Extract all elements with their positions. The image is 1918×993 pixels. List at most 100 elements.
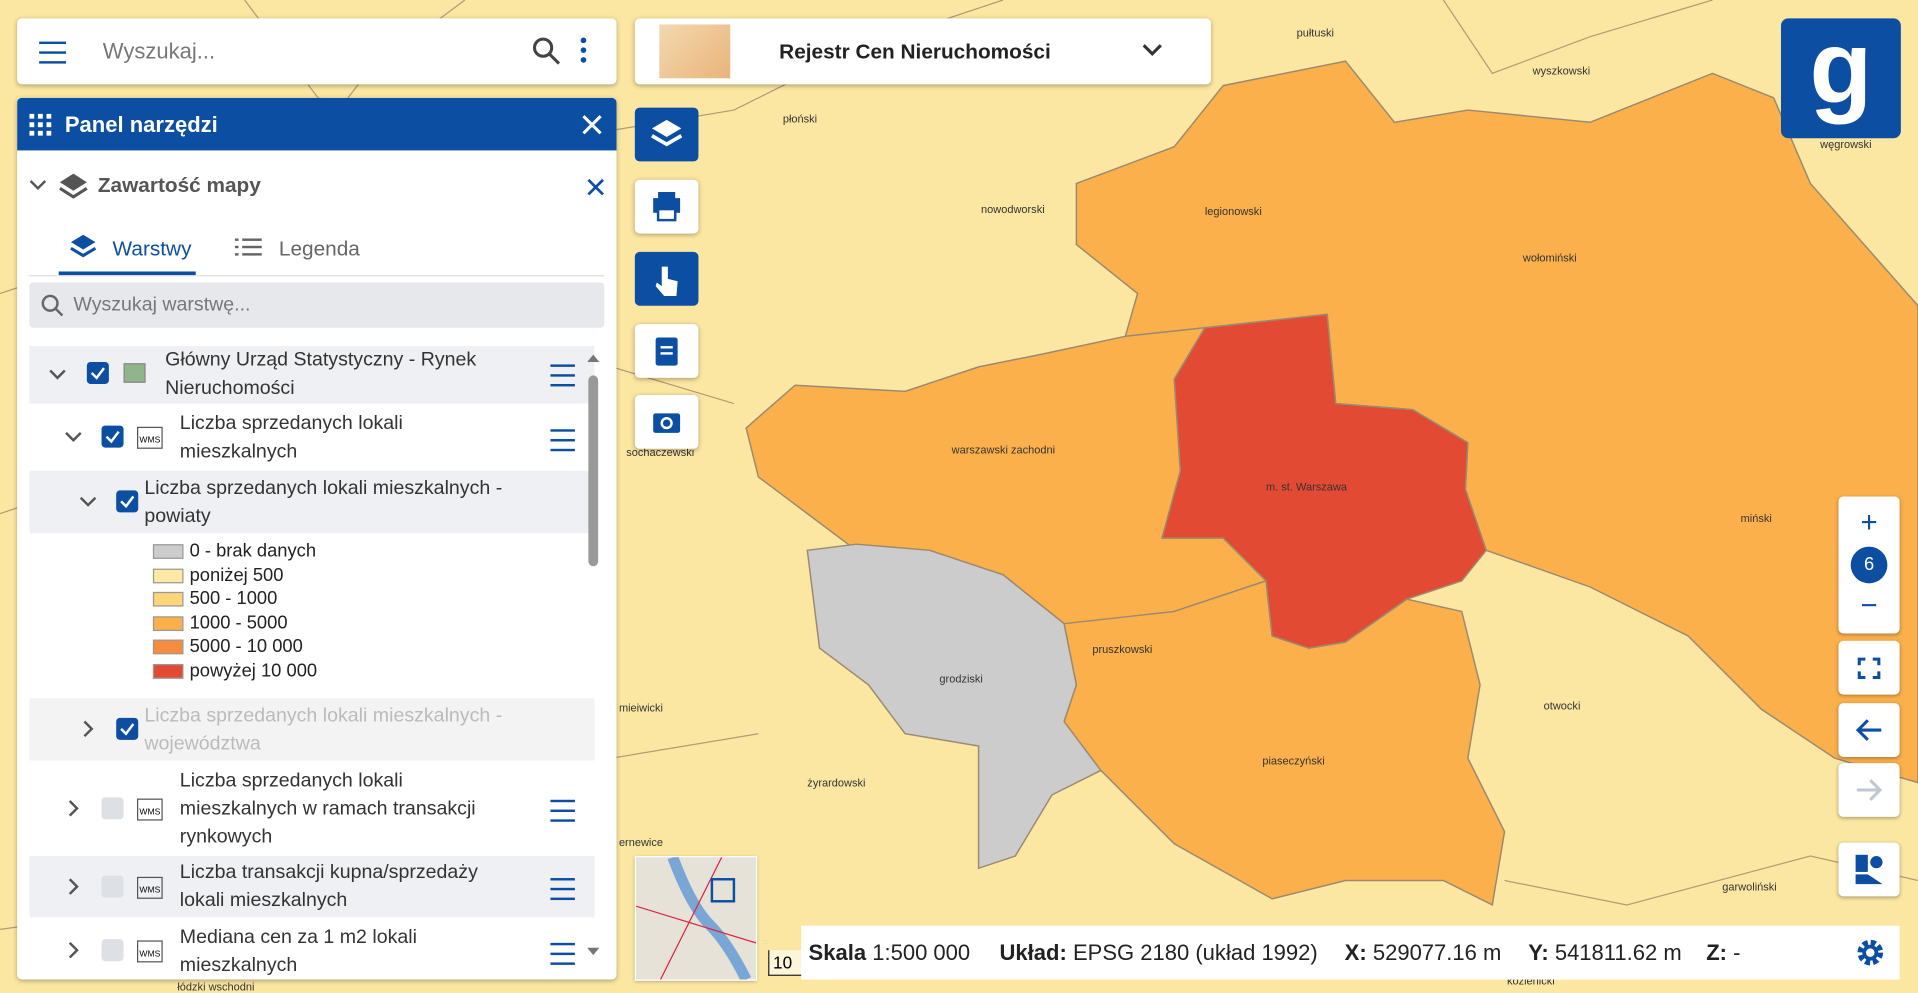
layer-row[interactable]: Liczba sprzedanych lokali mieszkalnych -… bbox=[29, 470, 595, 534]
screenshot-button[interactable] bbox=[634, 394, 699, 449]
back-button[interactable] bbox=[1838, 703, 1900, 757]
minimap[interactable] bbox=[634, 855, 758, 983]
layer-row[interactable]: Liczba sprzedanych lokali mieszkalnych -… bbox=[29, 698, 595, 761]
layer-name: Główny Urząd Statystyczny - Rynek Nieruc… bbox=[165, 349, 477, 399]
app-title: Rejestr Cen Nieruchomości bbox=[779, 40, 1051, 64]
y-value: 541811.62 m bbox=[1554, 939, 1682, 965]
legend-item: powyżej 10 000 bbox=[152, 659, 318, 681]
forward-button[interactable] bbox=[1838, 763, 1900, 817]
layer-row[interactable]: WMS Liczba transakcji kupna/sprzedaży lo… bbox=[29, 856, 595, 918]
panel-header: Panel narzędzi bbox=[17, 97, 617, 151]
z-value: - bbox=[1733, 939, 1741, 965]
search-input[interactable]: Wyszukaj... bbox=[102, 39, 216, 64]
legend-item: 1000 - 5000 bbox=[152, 612, 288, 633]
zoom-in[interactable]: + bbox=[1860, 506, 1878, 540]
layer-search-input[interactable]: Wyszukaj warstwę... bbox=[73, 294, 251, 316]
map-label: wołomiński bbox=[1522, 251, 1577, 265]
logo[interactable]: g bbox=[1780, 16, 1901, 139]
scale-value: 1:500 000 bbox=[872, 939, 971, 965]
map-label: warszawski zachodni bbox=[951, 443, 1056, 457]
x-label: X: bbox=[1344, 939, 1367, 965]
region bbox=[1161, 313, 1488, 649]
map-label: otwocki bbox=[1543, 699, 1581, 712]
layer-name: Liczba sprzedanych lokali mieszkalnych -… bbox=[144, 705, 503, 755]
map-label: ernewice bbox=[618, 836, 664, 849]
print-button[interactable] bbox=[634, 179, 699, 234]
map-label: mieiwicki bbox=[618, 701, 663, 715]
legend-label: 500 - 1000 bbox=[189, 588, 278, 610]
notes-button[interactable] bbox=[634, 324, 699, 378]
basemap-button[interactable] bbox=[1838, 842, 1900, 897]
layer-name: Liczba transakcji kupna/sprzedaży lokali… bbox=[179, 862, 478, 912]
legend-swatch bbox=[152, 639, 184, 655]
menu-button[interactable] bbox=[39, 41, 67, 64]
legend-swatch bbox=[152, 568, 184, 583]
settings-icon[interactable] bbox=[1856, 938, 1885, 967]
panel-title: Panel narzędzi bbox=[64, 112, 218, 137]
fullscreen-button[interactable] bbox=[1838, 640, 1900, 695]
crs-label: Układ: bbox=[999, 939, 1067, 965]
map-label: legionowski bbox=[1204, 205, 1262, 218]
identify-button[interactable] bbox=[634, 251, 699, 306]
close-panel[interactable] bbox=[581, 114, 603, 136]
x-value: 529077.16 m bbox=[1372, 939, 1502, 965]
map-label: płoński bbox=[782, 112, 818, 125]
more-icon[interactable] bbox=[577, 35, 589, 67]
map-label: nowodworski bbox=[981, 203, 1045, 216]
tab-legend[interactable]: Legenda bbox=[278, 237, 360, 261]
layer-search[interactable]: Wyszukaj warstwę... bbox=[29, 282, 605, 328]
section-title: Zawartość mapy bbox=[97, 173, 261, 197]
legend-item: 500 - 1000 bbox=[152, 588, 278, 610]
layer-name: Liczba sprzedanych lokali mieszkalnych bbox=[179, 413, 403, 463]
y-label: Y: bbox=[1528, 939, 1549, 965]
close-section[interactable] bbox=[586, 177, 606, 197]
layer-name: Liczba sprzedanych lokali mieszkalnych -… bbox=[144, 478, 503, 528]
map-label: węgrowski bbox=[1820, 138, 1872, 151]
z-label: Z: bbox=[1706, 939, 1727, 965]
tab-layers[interactable]: Warstwy bbox=[112, 237, 192, 261]
layer-row[interactable]: WMS Liczba sprzedanych lokali mieszkalny… bbox=[29, 763, 595, 854]
map-label: łódzki wschodni bbox=[177, 980, 255, 993]
status-bar: Skala 1:500 000 Układ: EPSG 2180 (układ … bbox=[801, 925, 1900, 980]
dropdown-icon[interactable] bbox=[1141, 43, 1163, 58]
legend-item: poniżej 500 bbox=[152, 564, 284, 586]
legend-swatch bbox=[152, 615, 184, 631]
tab-indicator bbox=[58, 271, 196, 276]
legend-label: powyżej 10 000 bbox=[189, 659, 318, 681]
legend-swatch bbox=[152, 663, 184, 679]
zoom-level: 6 bbox=[1850, 546, 1888, 584]
scrollbar[interactable] bbox=[587, 349, 600, 960]
search-icon[interactable] bbox=[531, 35, 563, 67]
app-title-bar[interactable]: Rejestr Cen Nieruchomości bbox=[634, 18, 1211, 85]
tool-panel: Panel narzędzi Zawartość mapy Warstwy Le… bbox=[17, 97, 617, 980]
search-bar: Wyszukaj... bbox=[17, 18, 617, 85]
layers-button[interactable] bbox=[634, 107, 699, 162]
legend-item: 0 - brak danych bbox=[152, 541, 316, 561]
legend-label: poniżej 500 bbox=[189, 564, 284, 586]
map-label: żyrardowski bbox=[807, 776, 866, 789]
legend-swatch bbox=[152, 591, 184, 607]
map-label: wyszkowski bbox=[1532, 64, 1591, 78]
map-label: garwoliński bbox=[1722, 880, 1777, 893]
layer-row[interactable]: WMS Mediana cen za 1 m2 lokali mieszkaln… bbox=[29, 919, 595, 980]
legend-label: 1000 - 5000 bbox=[189, 612, 288, 633]
map-label: m. st. Warszawa bbox=[1266, 480, 1347, 493]
map-label: pułtuski bbox=[1296, 26, 1334, 40]
layer-row[interactable]: WMS Liczba sprzedanych lokali mieszkalny… bbox=[29, 406, 595, 469]
scale-bar: 10 bbox=[768, 950, 808, 976]
map-label: piaseczyński bbox=[1262, 754, 1325, 767]
app-thumbnail bbox=[659, 24, 731, 79]
zoom-controls: + 6 − bbox=[1838, 496, 1900, 634]
zoom-out[interactable]: − bbox=[1860, 589, 1878, 623]
layer-name: Liczba sprzedanych lokali mieszkalnych w… bbox=[179, 770, 476, 848]
legend-swatch bbox=[152, 544, 184, 559]
region bbox=[806, 543, 1102, 870]
map-label: grodziski bbox=[939, 672, 983, 685]
layer-name: Mediana cen za 1 m2 lokali mieszkalnych bbox=[179, 926, 417, 976]
map-label: pruszkowski bbox=[1092, 643, 1153, 656]
layer-row[interactable]: Główny Urząd Statystyczny - Rynek Nieruc… bbox=[29, 346, 595, 404]
legend-item: 5000 - 10 000 bbox=[152, 636, 303, 657]
